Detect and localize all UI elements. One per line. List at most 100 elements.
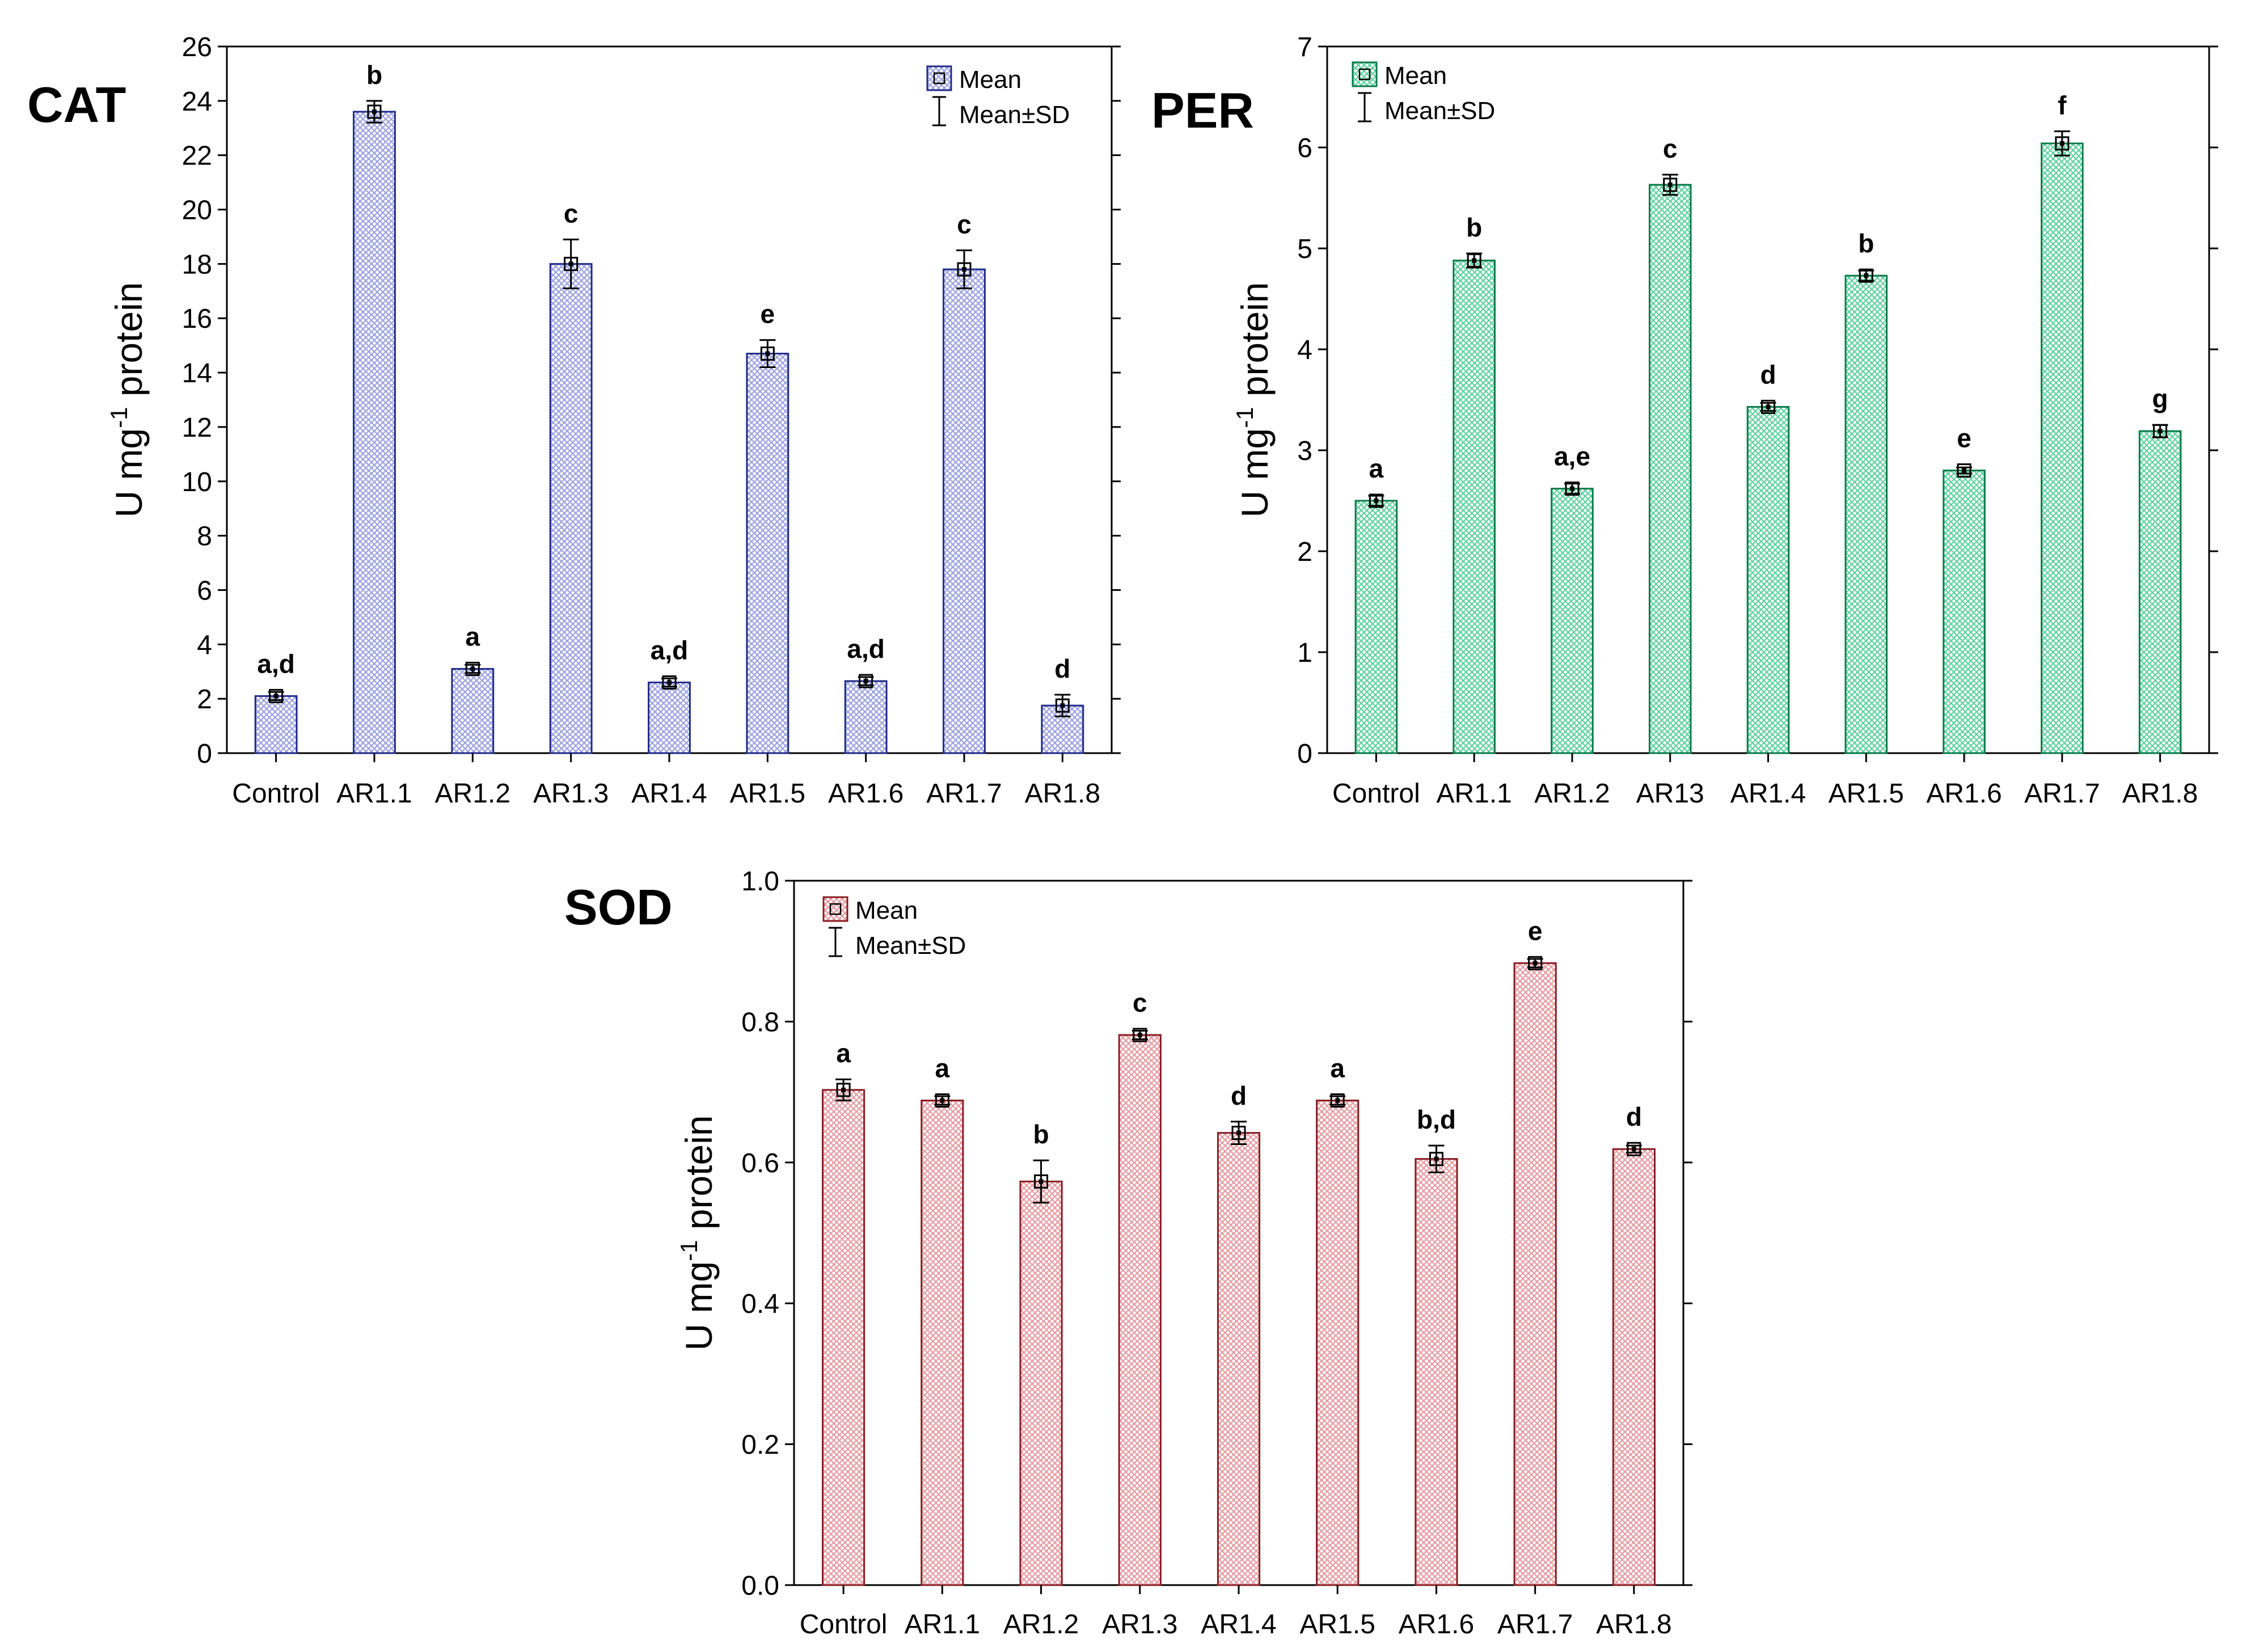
sod-significance-letter: d (1626, 1102, 1642, 1131)
sod-x-tick-label: AR1.8 (1596, 1609, 1671, 1640)
sod-bar (921, 1100, 964, 1586)
cat-mean-marker (367, 104, 382, 119)
sod-significance-letter: e (1528, 916, 1543, 945)
sod-y-tick-label: 0.4 (741, 1289, 779, 1319)
cat-bar (844, 680, 888, 754)
cat-mean-marker (1055, 698, 1070, 713)
cat-panel-label: CAT (27, 77, 126, 133)
cat-bar (254, 695, 298, 754)
cat-significance-letter: d (1054, 654, 1070, 683)
sod-x-tick-label: AR1.1 (905, 1609, 980, 1640)
per-mean-marker (2055, 136, 2070, 151)
sod-bar (1316, 1100, 1360, 1586)
sod-mean-marker (1231, 1126, 1246, 1140)
per-legend-mean: Mean (1384, 62, 1447, 90)
per-y-axis-label: U mg-1 protein (1231, 282, 1276, 517)
cat-bar (353, 111, 396, 754)
per-y-tick-label: 7 (1297, 32, 1312, 62)
per-mean-marker (1859, 268, 1873, 283)
sod-mean-marker (1330, 1093, 1345, 1108)
per-mean-dot (1766, 404, 1771, 409)
sod-significance-letter: a (1330, 1054, 1345, 1083)
sod-mean-dot (1532, 961, 1538, 966)
sod-chart: SOD U mg-1 protein 0.0 0.2 0.4 0.6 0.8 1.0 Contr… (564, 867, 1692, 1640)
cat-y-tick-label: 24 (182, 87, 212, 117)
cat-mean-dot (962, 267, 966, 272)
cat-significance-letter: b (366, 60, 382, 90)
cat-significance-letter: a,d (847, 634, 884, 664)
cat-significance-letter: c (564, 198, 579, 228)
cat-y-tick-label: 0 (197, 739, 212, 769)
cat-bar (943, 268, 986, 754)
cat-bar (549, 263, 593, 754)
per-y-tick-label: 0 (1297, 739, 1312, 769)
per-y-tick-label: 6 (1297, 133, 1312, 163)
per-x-tick-label: Control (1332, 779, 1420, 809)
per-legend-marker (1358, 68, 1371, 81)
cat-mean-dot (1060, 703, 1065, 708)
per-bar (1354, 500, 1398, 754)
sod-y-tick-label: 0.0 (741, 1571, 779, 1601)
cat-legend-sd: Mean±SD (959, 101, 1070, 129)
sod-legend-sd: Mean±SD (855, 932, 966, 960)
cat-x-tick-label: AR1.3 (533, 779, 609, 809)
sod-mean-marker (836, 1083, 851, 1097)
per-significance-letter: d (1760, 360, 1776, 389)
per-significance-letter: b (1466, 213, 1482, 242)
sod-mean-dot (1236, 1130, 1241, 1135)
sod-significance-letter: b (1033, 1119, 1049, 1149)
cat-mean-marker (465, 661, 480, 676)
sod-bar (1415, 1158, 1458, 1586)
per-y-tick-label: 2 (1297, 537, 1312, 567)
sod-x-tick-label: AR1.3 (1102, 1609, 1177, 1640)
per-bar (1648, 184, 1692, 754)
cat-x-tick-label: AR1.7 (926, 779, 1002, 809)
per-mean-dot (1472, 258, 1477, 263)
per-y-tick-label: 3 (1297, 436, 1312, 466)
cat-mean-dot (667, 680, 672, 685)
cat-y-tick-label: 8 (197, 522, 212, 552)
sod-mean-marker (1429, 1152, 1443, 1167)
sod-x-tick-label: Control (800, 1609, 888, 1640)
per-mean-dot (1962, 468, 1967, 473)
sod-x-tick-label: AR1.5 (1300, 1609, 1375, 1640)
per-significance-letter: a (1369, 454, 1384, 483)
per-mean-dot (1374, 498, 1379, 503)
cat-legend-marker (933, 72, 945, 84)
sod-bar (822, 1089, 865, 1586)
per-mean-dot (1667, 182, 1673, 187)
cat-x-tick-label: AR1.8 (1025, 779, 1100, 809)
cat-bar (746, 353, 789, 754)
per-significance-letter: g (2152, 384, 2168, 413)
sod-significance-letter: a (836, 1038, 851, 1068)
per-mean-dot (1569, 486, 1574, 491)
cat-significance-letter: a (466, 622, 480, 651)
sod-significance-letter: d (1231, 1081, 1247, 1110)
sod-legend-marker (829, 903, 842, 915)
sod-mean-marker (935, 1093, 949, 1108)
cat-mean-marker (564, 256, 579, 271)
per-legend-swatch (1352, 61, 1378, 87)
per-x-tick-label: AR1.4 (1730, 779, 1806, 809)
sod-x-tick-label: AR1.2 (1003, 1609, 1079, 1640)
per-bar (2138, 430, 2182, 754)
per-significance-letter: e (1957, 424, 1971, 453)
per-y-tick-label: 1 (1297, 638, 1312, 668)
cat-legend-mean: Mean (959, 66, 1021, 94)
cat-y-tick-label: 18 (182, 250, 212, 280)
sod-mean-dot (940, 1098, 945, 1103)
sod-mean-dot (1335, 1098, 1340, 1103)
sod-bar (1217, 1132, 1261, 1586)
sod-x-tick-label: AR1.6 (1399, 1609, 1474, 1640)
sod-significance-letter: a (935, 1054, 950, 1083)
cat-y-tick-label: 4 (197, 630, 212, 660)
cat-mean-marker (269, 688, 284, 703)
cat-y-tick-label: 6 (197, 576, 212, 606)
sod-panel-label: SOD (564, 879, 673, 935)
per-x-tick-label: AR13 (1636, 779, 1704, 809)
per-panel-label: PER (1151, 82, 1254, 138)
sod-significance-letter: b,d (1417, 1105, 1456, 1134)
per-mean-marker (2153, 424, 2168, 438)
cat-y-tick-label: 16 (182, 304, 212, 334)
